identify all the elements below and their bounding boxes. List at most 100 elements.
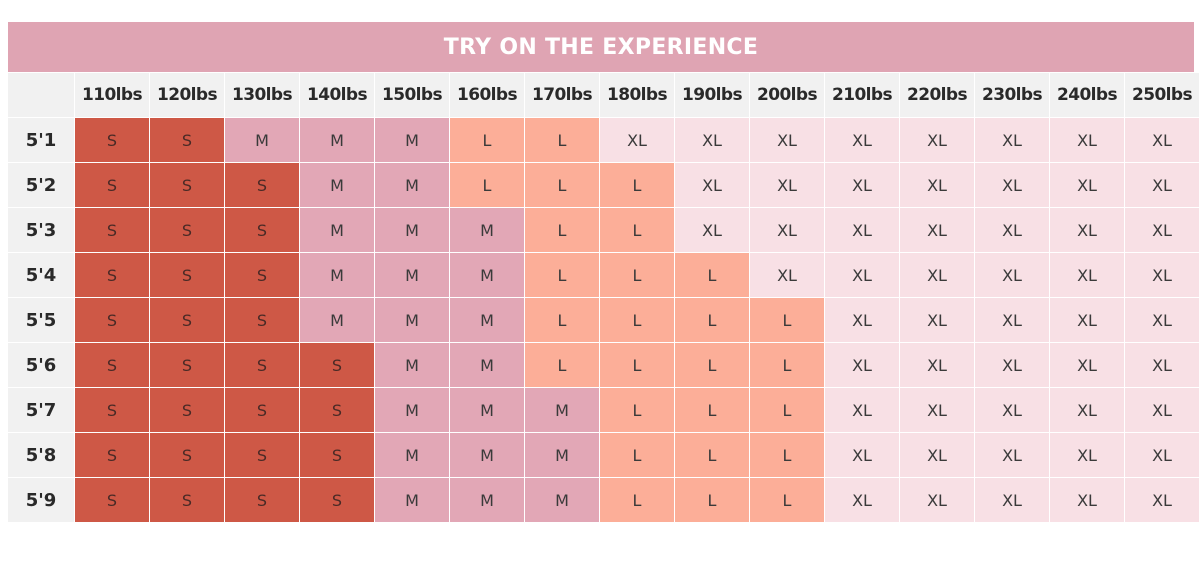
weight-header: 130lbs — [225, 73, 299, 117]
weight-header: 220lbs — [900, 73, 974, 117]
size-cell: M — [375, 118, 449, 162]
size-cell: XL — [750, 163, 824, 207]
size-cell: L — [525, 343, 599, 387]
size-cell: XL — [1125, 478, 1199, 522]
size-cell: M — [375, 163, 449, 207]
size-cell: L — [525, 118, 599, 162]
size-cell: XL — [1050, 388, 1124, 432]
size-cell: M — [375, 208, 449, 252]
size-cell: XL — [900, 118, 974, 162]
size-cell: M — [375, 343, 449, 387]
height-label: 5'9 — [8, 478, 74, 522]
size-cell: L — [600, 478, 674, 522]
size-cell: L — [525, 163, 599, 207]
size-cell: XL — [1050, 118, 1124, 162]
size-cell: L — [525, 253, 599, 297]
size-cell: L — [675, 343, 749, 387]
size-cell: XL — [825, 298, 899, 342]
size-cell: XL — [825, 208, 899, 252]
size-cell: XL — [1050, 253, 1124, 297]
size-cell: XL — [1050, 478, 1124, 522]
size-cell: S — [150, 343, 224, 387]
size-cell: L — [750, 388, 824, 432]
size-cell: XL — [750, 208, 824, 252]
size-cell: M — [375, 478, 449, 522]
size-cell: XL — [900, 478, 974, 522]
size-cell: M — [300, 253, 374, 297]
size-cell: L — [675, 433, 749, 477]
size-cell: L — [600, 253, 674, 297]
size-cell: L — [600, 208, 674, 252]
size-cell: M — [225, 118, 299, 162]
weight-header: 240lbs — [1050, 73, 1124, 117]
size-cell: XL — [1125, 388, 1199, 432]
height-label: 5'5 — [8, 298, 74, 342]
size-cell: XL — [975, 163, 1049, 207]
size-cell: M — [300, 163, 374, 207]
size-cell: M — [450, 298, 524, 342]
size-cell: XL — [1050, 433, 1124, 477]
weight-header: 250lbs — [1125, 73, 1199, 117]
size-cell: S — [150, 208, 224, 252]
size-cell: XL — [1050, 343, 1124, 387]
size-cell: S — [300, 388, 374, 432]
size-cell: S — [150, 298, 224, 342]
size-cell: S — [75, 118, 149, 162]
size-cell: M — [375, 388, 449, 432]
height-label: 5'2 — [8, 163, 74, 207]
size-cell: XL — [1125, 343, 1199, 387]
size-cell: S — [225, 478, 299, 522]
size-cell: S — [225, 433, 299, 477]
size-cell: M — [450, 388, 524, 432]
size-cell: S — [300, 478, 374, 522]
size-cell: L — [675, 478, 749, 522]
size-cell: L — [600, 298, 674, 342]
size-grid: 110lbs 120lbs 130lbs 140lbs 150lbs 160lbs 170l… — [8, 73, 1199, 522]
height-label: 5'8 — [8, 433, 74, 477]
size-cell: XL — [825, 433, 899, 477]
size-cell: XL — [1050, 298, 1124, 342]
size-cell: S — [150, 388, 224, 432]
size-cell: S — [150, 478, 224, 522]
size-cell: XL — [900, 433, 974, 477]
size-cell: XL — [975, 298, 1049, 342]
size-cell: XL — [750, 118, 824, 162]
size-cell: XL — [975, 253, 1049, 297]
size-cell: S — [75, 343, 149, 387]
height-label: 5'6 — [8, 343, 74, 387]
size-cell: XL — [825, 253, 899, 297]
size-cell: XL — [600, 118, 674, 162]
size-cell: L — [600, 343, 674, 387]
size-cell: M — [375, 433, 449, 477]
size-cell: S — [75, 478, 149, 522]
size-cell: L — [600, 163, 674, 207]
size-cell: XL — [825, 118, 899, 162]
weight-header: 210lbs — [825, 73, 899, 117]
size-cell: M — [375, 253, 449, 297]
height-label: 5'3 — [8, 208, 74, 252]
size-cell: XL — [1125, 433, 1199, 477]
height-label: 5'7 — [8, 388, 74, 432]
size-cell: XL — [675, 208, 749, 252]
size-cell: XL — [900, 163, 974, 207]
size-cell: XL — [975, 388, 1049, 432]
weight-header: 150lbs — [375, 73, 449, 117]
size-cell: XL — [900, 388, 974, 432]
size-cell: S — [75, 433, 149, 477]
size-cell: M — [525, 388, 599, 432]
size-cell: S — [150, 433, 224, 477]
size-cell: M — [450, 478, 524, 522]
size-cell: XL — [900, 298, 974, 342]
size-cell: S — [225, 163, 299, 207]
weight-header: 190lbs — [675, 73, 749, 117]
height-label: 5'1 — [8, 118, 74, 162]
size-cell: XL — [1050, 208, 1124, 252]
size-cell: XL — [900, 253, 974, 297]
size-cell: S — [150, 118, 224, 162]
size-cell: S — [225, 343, 299, 387]
size-cell: M — [300, 118, 374, 162]
size-cell: XL — [900, 208, 974, 252]
weight-header: 180lbs — [600, 73, 674, 117]
size-cell: M — [450, 208, 524, 252]
size-cell: XL — [1125, 163, 1199, 207]
